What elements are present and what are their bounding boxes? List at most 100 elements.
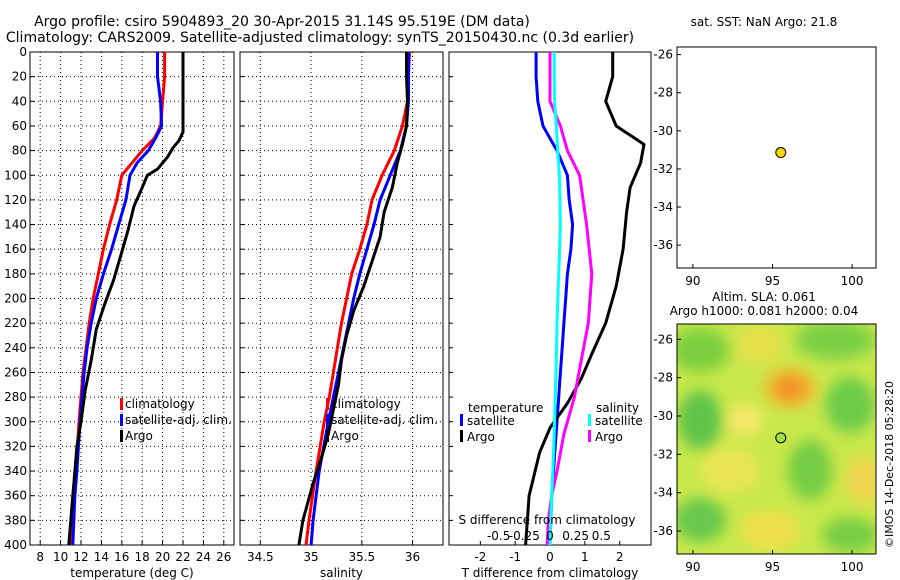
difference-panel: -2 -1 0 1 2 T difference from climatology temp… [448, 51, 652, 580]
s-tick-label: 0.5 [592, 529, 611, 543]
sst-map-panel: 90 95 100 -26 -28 -30 -32 -34 -36 [653, 46, 877, 288]
y-tick-label: 300 [4, 415, 27, 429]
y-tick-label: 160 [4, 242, 27, 256]
y-tick-label: -34 [653, 486, 673, 500]
y-tick-label: -26 [653, 48, 673, 62]
legend-swatch [120, 398, 123, 410]
title-line-2: Climatology: CARS2009. Satellite-adjuste… [6, 30, 634, 46]
y-tick-label: 260 [4, 365, 27, 379]
y-tick-label: -28 [653, 371, 673, 385]
legend-swatch [120, 414, 123, 426]
sla-map-title-2: Argo h1000: 0.081 h2000: 0.04 [670, 304, 859, 318]
y-tick-label: 220 [4, 316, 27, 330]
series-line-climatology [304, 51, 411, 546]
legend-swatch [120, 430, 123, 442]
legend-swatch [326, 414, 329, 426]
legend-label: Argo [595, 430, 623, 444]
series-line-argo [67, 52, 185, 546]
argo-position-marker [775, 432, 787, 444]
x-tick-label: 100 [841, 560, 864, 574]
legend-label: Argo [331, 429, 359, 443]
y-tick-label: 40 [12, 94, 27, 108]
legend-label: satellite-adj. clim. [125, 413, 232, 427]
sla-map-title-1: Altim. SLA: 0.061 [712, 290, 816, 304]
x-tick-label: 20 [155, 550, 170, 564]
legend-label: climatology [331, 397, 401, 411]
x-tick-label: 14 [94, 550, 109, 564]
x-tick-label: 1 [581, 550, 589, 564]
x-tick-label: 18 [135, 550, 150, 564]
y-tick-label: 140 [4, 218, 27, 232]
x-tick-label: 26 [216, 550, 231, 564]
y-tick-label: 320 [4, 439, 27, 453]
s-tick-label: 0.25 [562, 529, 589, 543]
y-tick-label: 80 [12, 144, 27, 158]
y-tick-label: 60 [12, 119, 27, 133]
x-tick-label: 2 [616, 550, 624, 564]
y-tick-label: 280 [4, 390, 27, 404]
plot-frame [29, 51, 235, 546]
x-axis-label: T difference from climatology [461, 566, 639, 580]
sst-map-title: sat. SST: NaN Argo: 21.8 [691, 15, 838, 29]
y-tick-label: 20 [12, 70, 27, 84]
y-tick-label: -32 [653, 447, 673, 461]
x-tick-label: 8 [36, 550, 44, 564]
y-tick-label: -34 [653, 200, 673, 214]
legend-swatch [460, 430, 463, 442]
y-tick-label: 340 [4, 464, 27, 478]
legend-swatch [588, 414, 591, 426]
y-tick-label: 400 [4, 538, 27, 552]
map-frame [676, 323, 877, 555]
x-tick-label: 100 [841, 274, 864, 288]
x-tick-label: 35.5 [348, 550, 375, 564]
x-tick-label: 95 [765, 560, 780, 574]
y-tick-label: 0 [19, 45, 27, 59]
plot-frame [448, 51, 652, 546]
legend-swatch [588, 430, 591, 442]
legend-title-salinity: salinity [596, 401, 639, 415]
legend-label: satellite-adj. clim. [331, 413, 438, 427]
y-tick-label: 100 [4, 168, 27, 182]
y-tick-label: -36 [653, 524, 673, 538]
series-line-salinity-satellite [548, 52, 562, 546]
legend-swatch [326, 430, 329, 442]
y-tick-label: 240 [4, 341, 27, 355]
y-tick-label: -36 [653, 238, 673, 252]
legend-label: satellite [595, 414, 643, 428]
y-tick-label: 120 [4, 193, 27, 207]
s-tick-label: -0.25 [509, 529, 540, 543]
credit: ©IMOS 14-Dec-2018 05:28:20 [883, 381, 896, 548]
x-tick-label: 22 [175, 550, 190, 564]
x-tick-label: -1 [509, 550, 521, 564]
y-tick-label: 180 [4, 267, 27, 281]
x-tick-label: 0 [546, 550, 554, 564]
y-tick-label: 200 [4, 292, 27, 306]
y-tick-label: 380 [4, 513, 27, 527]
x-tick-label: 24 [196, 550, 211, 564]
x-tick-label: -2 [474, 550, 486, 564]
x-tick-label: 95 [765, 274, 780, 288]
legend-label: satellite [467, 414, 515, 428]
series-line-temperature-satellite [534, 52, 575, 546]
x-tick-label: 12 [73, 550, 88, 564]
x-tick-label: 10 [53, 550, 68, 564]
x-tick-label: 90 [685, 274, 700, 288]
legend-swatch [326, 398, 329, 410]
x-tick-label: 36 [405, 550, 420, 564]
x-axis-label: temperature (deg C) [70, 566, 193, 580]
y-tick-label: -32 [653, 162, 673, 176]
series-line-temperature-argo [524, 52, 646, 546]
sla-heatmap-field [677, 324, 876, 554]
x-tick-label: 34.5 [247, 550, 274, 564]
title-line-1: Argo profile: csiro 5904893_20 30-Apr-20… [34, 14, 530, 30]
temperature-panel: 0 20 40 60 80 100 120 140 160 180 200 220 240 260 280 3… [4, 45, 235, 580]
argo-position-marker [775, 147, 787, 159]
y-tick-label: -30 [653, 409, 673, 423]
map-frame [676, 46, 877, 269]
s-axis-label: S difference from climatology [459, 513, 636, 527]
legend-label: climatology [125, 397, 195, 411]
x-axis-label: salinity [320, 566, 363, 580]
y-tick-label: 360 [4, 489, 27, 503]
s-tick-label: -0.5 [487, 529, 510, 543]
